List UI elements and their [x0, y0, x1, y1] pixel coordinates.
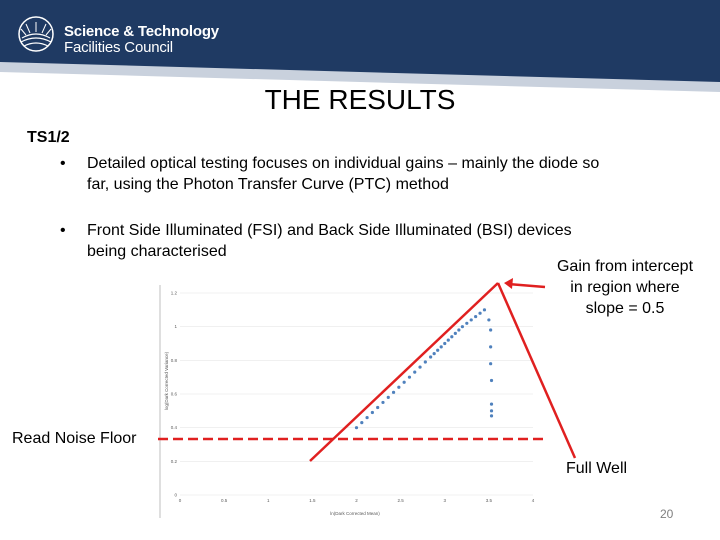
chart-data-point: [474, 314, 478, 319]
chart-x-tick-label: 2.5: [397, 498, 404, 503]
chart-data-point: [381, 400, 385, 405]
chart-data-point: [482, 308, 487, 312]
chart-data-point: [469, 318, 473, 322]
chart-x-tick-label: 2: [355, 498, 358, 503]
chart-y-tick-label: 1.2: [171, 291, 178, 296]
section-label: TS1/2: [27, 129, 70, 146]
bullet-text: Front Side Illuminated (FSI) and Back Si…: [87, 222, 572, 260]
chart-x-tick-label: 1.5: [309, 498, 316, 503]
chart-data-point: [370, 410, 374, 415]
chart-data-point: [354, 426, 359, 430]
chart-data-point: [429, 355, 433, 359]
chart-data-point: [465, 321, 469, 325]
chart-y-tick-label: 0.2: [171, 459, 178, 464]
slide-title: THE RESULTS: [264, 84, 456, 115]
chart-data-point: [436, 348, 440, 352]
chart-x-tick-label: 0.5: [221, 498, 228, 503]
chart-data-point: [365, 415, 369, 420]
chart-data-point: [489, 362, 493, 366]
chart-data-point: [489, 402, 494, 406]
chart-y-tick-label: 0: [174, 493, 177, 498]
chart-data-point: [489, 414, 494, 418]
chart-data-point: [439, 345, 443, 349]
chart-data-point: [407, 375, 412, 379]
chart-y-tick-label: 0.4: [171, 425, 178, 430]
chart-data-point: [443, 341, 447, 346]
chart-data-point: [446, 338, 450, 342]
chart-data-point: [402, 380, 406, 384]
chart-data-point: [460, 325, 464, 329]
header-dark-band: [0, 0, 720, 82]
chart-data-point: [423, 360, 427, 364]
chart-data-point: [457, 328, 461, 332]
chart-data-point: [489, 328, 493, 332]
chart-x-tick-label: 4: [532, 498, 535, 503]
chart-x-tick-label: 1: [267, 498, 270, 503]
chart-x-tick-label: 3: [443, 498, 446, 503]
chart-data-point: [450, 335, 454, 339]
org-name-line1: Science & Technology: [64, 23, 219, 40]
chart-data-point: [432, 352, 436, 356]
chart-data-point: [386, 395, 390, 399]
chart-background: [150, 283, 540, 520]
gain-annotation: Gain from intercept in region where slop…: [556, 258, 694, 317]
chart-data-point: [487, 318, 491, 322]
chart-y-tick-label: 1: [174, 324, 177, 329]
chart-x-tick-label: 3.5: [486, 498, 493, 503]
org-name-line2: Facilities Council: [64, 39, 173, 56]
chart-x-axis-label: ln(Dark Corrected Mean): [330, 511, 380, 516]
chart-data-point: [391, 390, 396, 394]
chart-data-point: [360, 421, 364, 425]
chart-data-point: [489, 345, 493, 349]
chart-y-axis-label: log(Dark Corrected Variance): [164, 351, 169, 410]
ptc-chart: 0 0.2 0.4 0.6 0.8 1 1.2 0 0.5 1 1.5 2 2.5 3 3.5 4 log(…: [150, 283, 540, 520]
chart-data-point: [413, 370, 417, 374]
bullet-marker: •: [60, 155, 66, 172]
chart-x-tick-label: 0: [179, 498, 182, 503]
chart-data-point: [453, 331, 457, 335]
chart-y-tick-label: 0.8: [171, 358, 178, 363]
stfc-logo-icon: [18, 16, 54, 52]
chart-y-tick-label: 0.6: [171, 392, 178, 397]
org-logo-text: Science & Technology Facilities Council: [64, 24, 219, 56]
bullet-text: Detailed optical testing focuses on indi…: [87, 155, 600, 193]
chart-data-point: [376, 405, 380, 410]
bullet-marker: •: [60, 222, 66, 239]
chart-data-point: [489, 378, 494, 383]
chart-data-point: [489, 409, 494, 413]
chart-data-point: [418, 365, 422, 369]
read-noise-annotation: Read Noise Floor: [12, 430, 137, 447]
chart-data-point: [478, 311, 482, 315]
header-banner: [0, 0, 720, 92]
page-number: 20: [660, 507, 674, 521]
chart-data-point: [397, 385, 401, 389]
full-well-annotation: Full Well: [566, 460, 628, 477]
